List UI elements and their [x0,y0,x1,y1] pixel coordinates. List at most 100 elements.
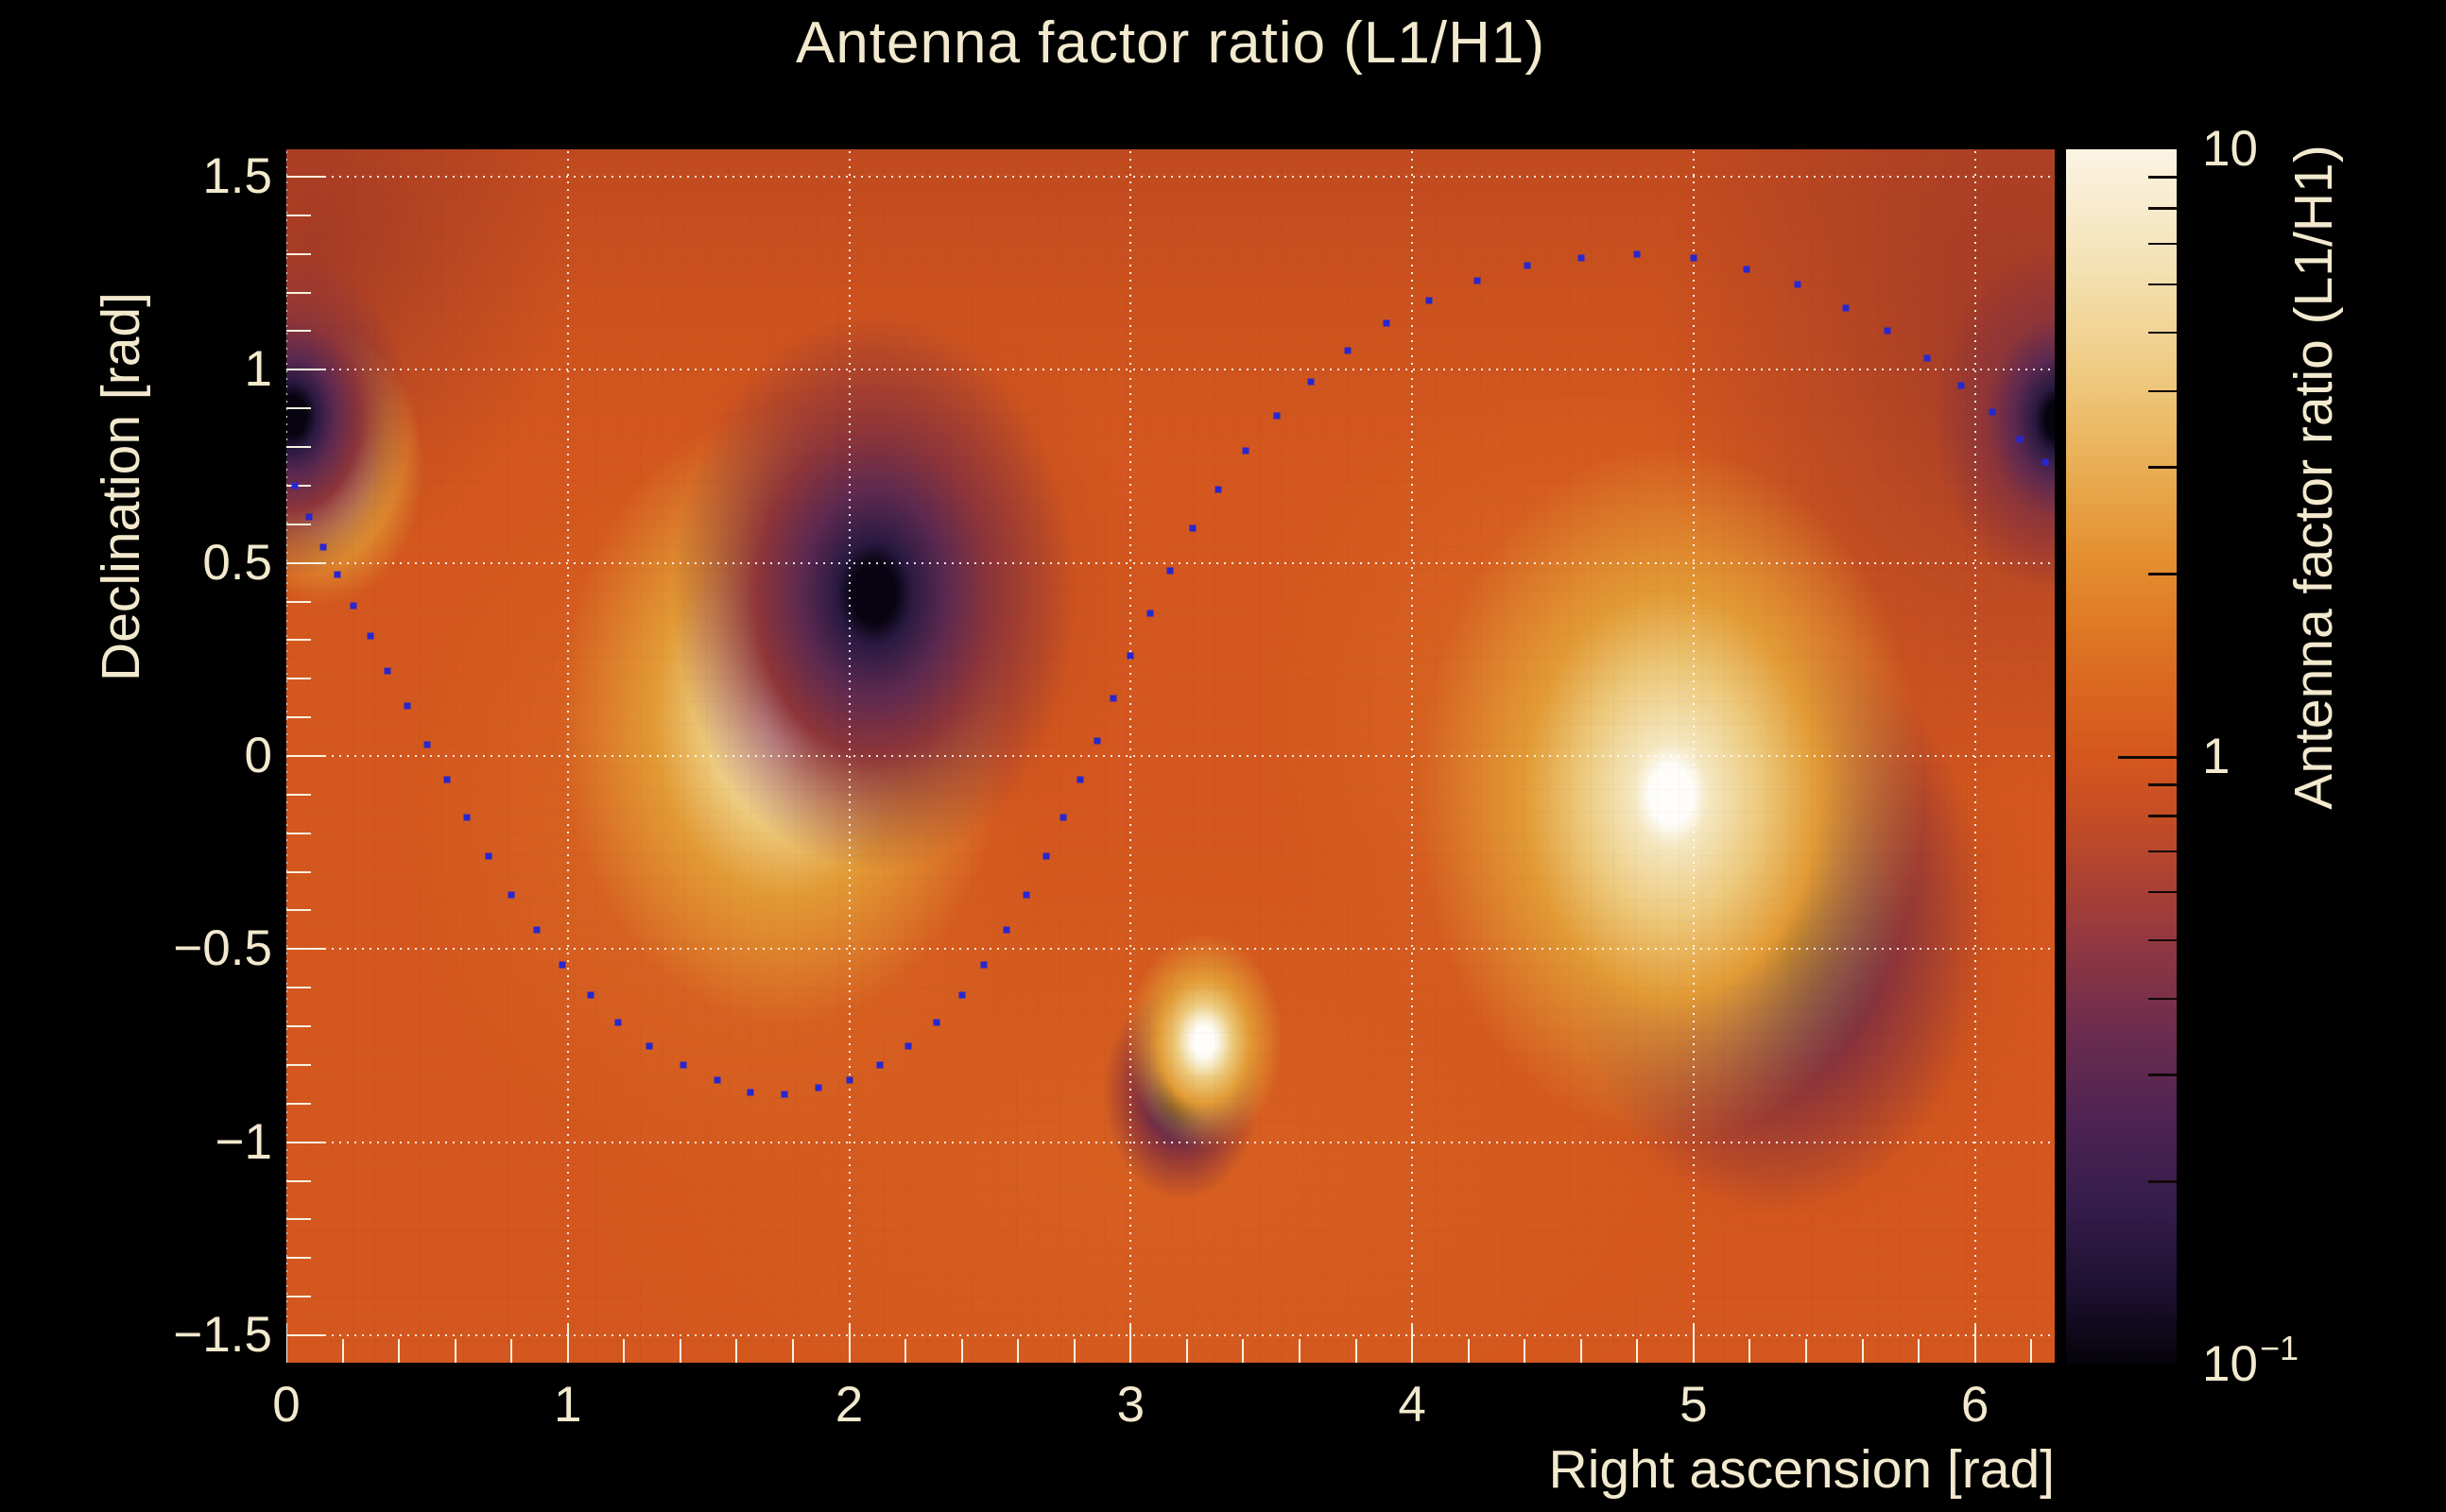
y-minor-tick [286,793,311,796]
track-dot [423,741,431,748]
x-minor-tick [1918,1339,1921,1363]
x-minor-tick [1636,1339,1639,1363]
track-dot [876,1061,884,1069]
y-gridline [286,948,2055,951]
y-gridline [286,561,2055,564]
track-dot [485,852,492,860]
track-dot [443,776,451,783]
track-dot [384,667,391,675]
track-dot [1524,262,1531,269]
colorbar-minor-tick [2148,783,2177,786]
y-minor-tick [286,1102,311,1105]
track-dot [1189,524,1197,532]
y-minor-tick [286,1025,311,1028]
track-dot [559,961,566,969]
x-minor-tick [623,1339,626,1363]
y-major-tick [286,175,326,178]
colorbar-minor-tick [2148,997,2177,1001]
track-dot [1425,297,1433,304]
y-tick-label: −1 [215,1113,272,1170]
x-minor-tick [454,1339,456,1363]
x-tick-label: 3 [1116,1377,1145,1433]
track-dot [1166,567,1174,575]
y-minor-tick [286,1063,311,1066]
colorbar-minor-tick [2148,890,2177,894]
y-minor-tick [286,1296,311,1298]
y-tick-label: 1.5 [202,147,272,204]
x-minor-tick [679,1339,681,1363]
track-dot [1989,408,1996,416]
track-dot [1077,776,1084,783]
track-dot [1003,926,1010,934]
x-tick-label: 6 [1960,1377,1990,1433]
colorbar-minor-tick [2148,283,2177,286]
colorbar-minor-tick [2148,573,2177,576]
track-dot [350,602,357,610]
track-dot [1344,347,1352,354]
track-dot [1884,327,1891,335]
y-gridline [286,755,2055,757]
track-dot [1146,610,1154,617]
track-dot [533,926,541,934]
track-dot [1307,378,1315,386]
x-major-tick [566,1325,569,1363]
y-tick-label: 0 [244,728,272,783]
x-minor-tick [904,1339,907,1363]
colorbar-tick-label: 10 [2202,121,2258,177]
track-dot [646,1042,653,1050]
track-dot [1690,254,1697,262]
heatmap-plot-area [286,149,2055,1363]
colorbar-axis-title: Antenna factor ratio (L1/H1) [2283,145,2344,810]
x-minor-tick [1524,1339,1526,1363]
track-dot [933,1019,940,1026]
track-dot [319,543,327,551]
track-dot [334,571,341,578]
track-dot [1214,486,1222,493]
track-dot [508,891,515,899]
x-minor-tick [510,1339,513,1363]
x-minor-tick [2030,1339,2033,1363]
track-dot [781,1091,788,1098]
x-tick-label: 5 [1679,1377,1708,1433]
colorbar-major-tick [2118,756,2177,759]
track-dot [1923,354,1931,362]
track-dot [747,1089,754,1096]
track-dot [1059,814,1067,821]
x-minor-tick [735,1339,738,1363]
track-dot [1127,652,1134,660]
colorbar-minor-tick [2148,331,2177,335]
y-minor-tick [286,407,311,410]
colorbar-minor-tick [2148,1180,2177,1183]
colorbar-minor-tick [2148,466,2177,469]
track-dot [1577,254,1585,262]
x-minor-tick [1861,1339,1864,1363]
colorbar-minor-tick [2148,1074,2177,1076]
x-minor-tick [1467,1339,1470,1363]
track-dot [1842,304,1850,312]
colorbar-tick-label: 1 [2202,729,2231,784]
x-minor-tick [1185,1339,1188,1363]
track-dot [367,632,374,640]
x-minor-tick [1073,1339,1076,1363]
y-major-tick [286,1141,326,1143]
track-dot [980,961,988,969]
x-major-tick [1973,1325,1976,1363]
y-minor-tick [286,291,311,294]
y-minor-tick [286,639,311,642]
track-dot [1094,737,1101,745]
x-minor-tick [1748,1339,1751,1363]
track-dot [614,1019,622,1026]
x-minor-tick [960,1339,963,1363]
track-dot [1473,277,1481,284]
track-dot [714,1076,721,1084]
track-dot [815,1084,822,1091]
y-minor-tick [286,484,311,487]
x-minor-tick [1242,1339,1245,1363]
track-dot [1633,250,1641,258]
chart-title: Antenna factor ratio (L1/H1) [795,10,1546,76]
colorbar [2066,149,2177,1365]
y-minor-tick [286,716,311,719]
colorbar-tick-label: 10−1 [2202,1329,2299,1392]
y-minor-tick [286,909,311,912]
